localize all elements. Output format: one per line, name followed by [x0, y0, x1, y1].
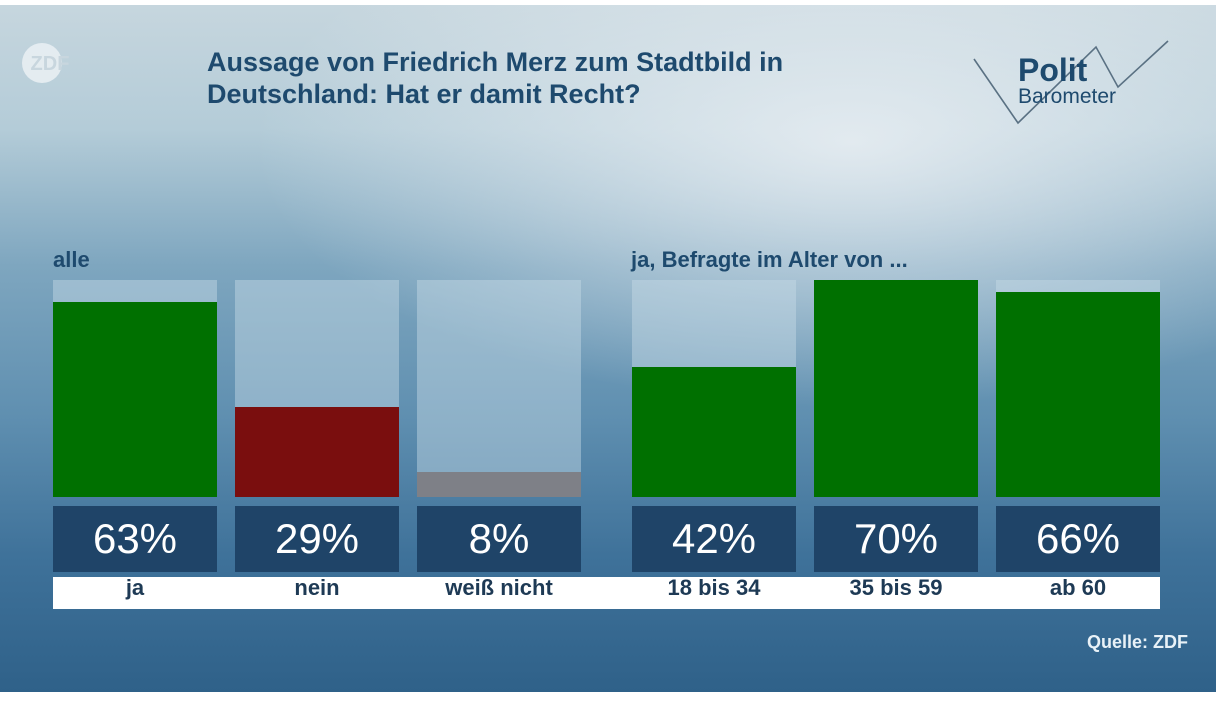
bar-weiß-nicht — [417, 472, 581, 497]
zdf-logo: ZDF — [22, 43, 70, 83]
group-label-age: ja, Befragte im Alter von ... — [631, 247, 908, 272]
bar-track — [632, 280, 796, 497]
group-label-alle: alle — [53, 247, 90, 272]
category-label: ja — [125, 575, 145, 600]
category-label: 18 bis 34 — [667, 575, 761, 600]
category-label: 35 bis 59 — [849, 575, 943, 600]
category-label: ab 60 — [1049, 575, 1107, 600]
value-label: 8% — [417, 506, 581, 572]
bar-track — [53, 280, 217, 497]
politbarometer-logo: Polit Barometer — [973, 40, 1169, 125]
title-line-1: Aussage von Friedrich Merz zum Stadtbild… — [207, 47, 784, 77]
value-label: 66% — [996, 506, 1160, 572]
category-label-strip — [53, 577, 1160, 609]
source-note: Quelle: ZDF — [1086, 632, 1188, 652]
bar-track — [417, 280, 581, 497]
bar-track — [235, 280, 399, 497]
bar-track — [814, 280, 978, 497]
bar-track — [996, 280, 1160, 497]
value-label: 70% — [814, 506, 978, 572]
value-label: 63% — [53, 506, 217, 572]
category-label: nein — [294, 575, 340, 600]
value-label: 29% — [235, 506, 399, 572]
chart-canvas: ZDF Aussage von Friedrich Merz zum Stadt… — [0, 5, 1216, 692]
bar-ja — [53, 302, 217, 497]
category-label: weiß nicht — [445, 575, 553, 600]
brand-line-1: Polit — [1018, 52, 1088, 88]
chart-title: Aussage von Friedrich Merz zum Stadtbild… — [207, 46, 907, 110]
bar-nein — [235, 407, 399, 497]
bar-18-bis-34 — [632, 367, 796, 497]
logo-text: ZDF — [31, 53, 70, 75]
bar-35-bis-59 — [814, 280, 978, 497]
value-label: 42% — [632, 506, 796, 572]
brand-line-2: Barometer — [1018, 85, 1116, 108]
bar-ab-60 — [996, 292, 1160, 497]
title-line-2: Deutschland: Hat er damit Recht? — [207, 79, 641, 109]
